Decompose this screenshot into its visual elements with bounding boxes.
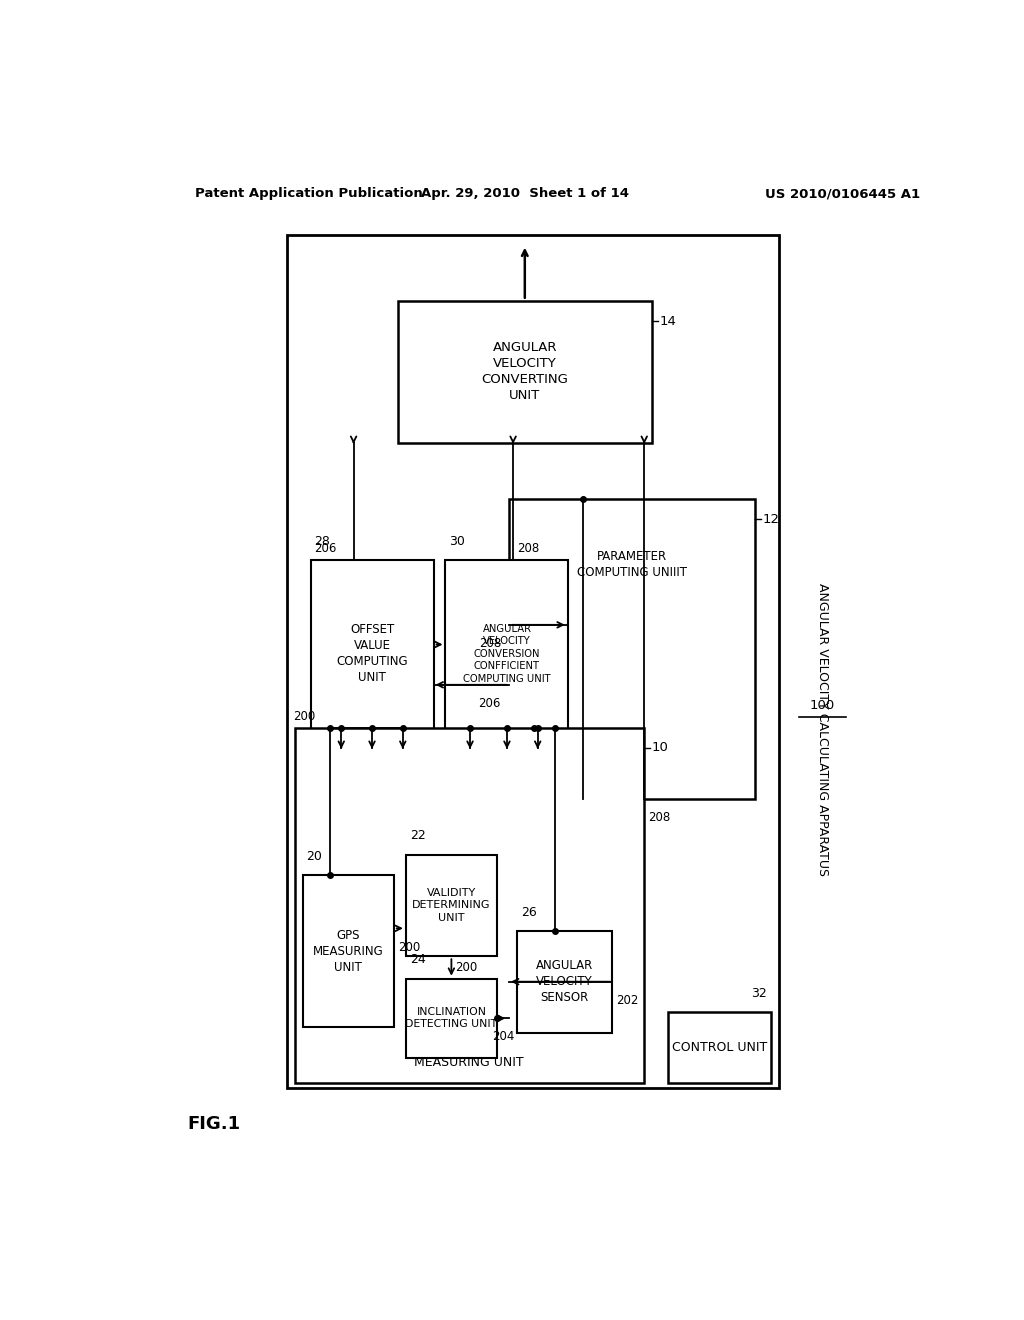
Bar xyxy=(310,560,433,748)
Text: ANGULAR
VELOCITY
SENSOR: ANGULAR VELOCITY SENSOR xyxy=(536,960,593,1005)
Bar xyxy=(287,235,779,1089)
Text: CONTROL UNIT: CONTROL UNIT xyxy=(672,1041,767,1055)
Text: ANGULAR
VELOCITY
CONVERTING
UNIT: ANGULAR VELOCITY CONVERTING UNIT xyxy=(481,342,568,403)
Text: 22: 22 xyxy=(410,829,426,842)
Bar xyxy=(303,875,394,1027)
Bar xyxy=(668,1012,771,1084)
Text: 24: 24 xyxy=(410,953,426,966)
Text: 14: 14 xyxy=(659,314,677,327)
Text: FIG.1: FIG.1 xyxy=(187,1115,241,1133)
Text: 202: 202 xyxy=(616,994,638,1007)
Text: 12: 12 xyxy=(763,512,780,525)
Text: 206: 206 xyxy=(478,697,501,710)
Bar xyxy=(406,978,497,1057)
Bar xyxy=(406,854,497,956)
Bar xyxy=(397,301,652,444)
Text: 200: 200 xyxy=(397,941,420,953)
Text: 208: 208 xyxy=(479,638,501,649)
Text: PARAMETER
COMPUTING UNIIIT: PARAMETER COMPUTING UNIIIT xyxy=(577,550,687,579)
Bar xyxy=(517,931,612,1032)
Bar xyxy=(509,499,755,799)
Text: ANGULAR
VELOCITY
CONVERSION
CONFFICIENT
COMPUTING UNIT: ANGULAR VELOCITY CONVERSION CONFFICIENT … xyxy=(463,624,551,684)
Text: 200: 200 xyxy=(294,710,315,722)
Text: OFFSET
VALUE
COMPUTING
UNIT: OFFSET VALUE COMPUTING UNIT xyxy=(336,623,408,684)
Text: 30: 30 xyxy=(450,535,465,548)
Text: VALIDITY
DETERMINING
UNIT: VALIDITY DETERMINING UNIT xyxy=(412,888,490,923)
Text: ANGULAR VELOCITY CALCULATING APPARATUS: ANGULAR VELOCITY CALCULATING APPARATUS xyxy=(816,583,828,876)
Text: 10: 10 xyxy=(652,742,669,755)
Text: 26: 26 xyxy=(521,906,537,919)
Text: Patent Application Publication: Patent Application Publication xyxy=(196,187,423,201)
Text: 208: 208 xyxy=(648,810,671,824)
Text: GPS
MEASURING
UNIT: GPS MEASURING UNIT xyxy=(313,929,384,974)
Text: 206: 206 xyxy=(313,541,336,554)
Text: 100: 100 xyxy=(810,700,835,713)
Bar xyxy=(295,727,644,1084)
Text: US 2010/0106445 A1: US 2010/0106445 A1 xyxy=(765,187,920,201)
Text: 204: 204 xyxy=(492,1031,514,1044)
Text: 20: 20 xyxy=(306,850,323,863)
Text: 32: 32 xyxy=(751,987,767,1001)
Text: 200: 200 xyxy=(456,961,477,974)
Text: 208: 208 xyxy=(517,541,540,554)
Text: 28: 28 xyxy=(314,535,331,548)
Text: MEASURING UNIT: MEASURING UNIT xyxy=(415,1056,524,1069)
Text: Apr. 29, 2010  Sheet 1 of 14: Apr. 29, 2010 Sheet 1 of 14 xyxy=(421,187,629,201)
Bar xyxy=(445,560,568,748)
Text: INCLINATION
DETECTING UNIT: INCLINATION DETECTING UNIT xyxy=(406,1007,498,1030)
